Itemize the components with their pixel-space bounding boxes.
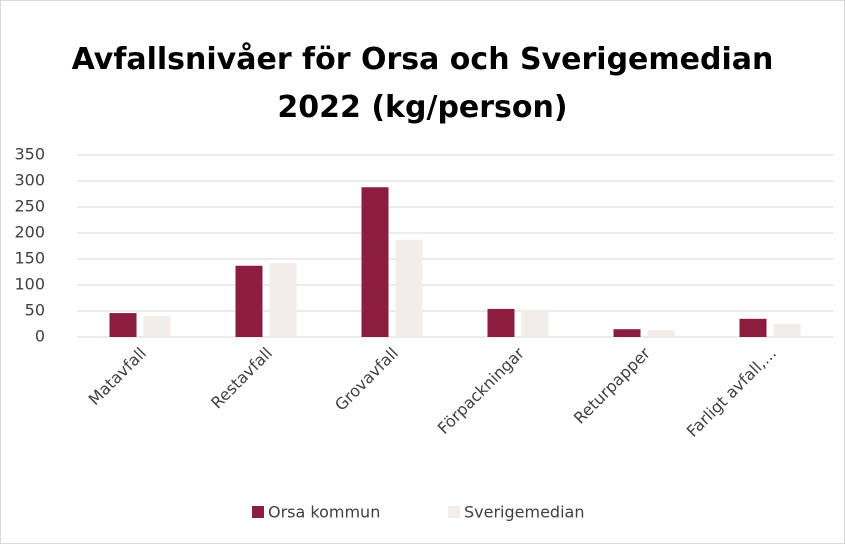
x-tick-label: Grovavfall: [331, 344, 402, 415]
bar: [613, 329, 641, 337]
legend-swatch: [252, 506, 264, 518]
bar: [269, 263, 297, 337]
x-tick-label: Restavfall: [207, 344, 276, 413]
bar: [109, 313, 137, 337]
bar: [739, 318, 767, 337]
bar: [773, 324, 801, 337]
bar: [521, 309, 549, 337]
chart-title: Avfallsnivåer för Orsa och Sverigemedian…: [71, 42, 774, 125]
bar: [395, 239, 423, 337]
bar: [143, 316, 171, 337]
y-tick-label: 150: [14, 249, 45, 268]
y-tick-label: 200: [14, 223, 45, 242]
x-tick-label: Farligt avfall,...: [683, 344, 780, 441]
x-tick-label: Matavfall: [85, 344, 150, 409]
legend-swatch: [448, 506, 460, 518]
bar: [647, 330, 675, 337]
legend-label: Orsa kommun: [268, 503, 380, 522]
x-tick-label: Förpackningar: [434, 343, 529, 438]
x-tick-label: Returpapper: [570, 343, 654, 427]
bar: [487, 308, 515, 337]
y-tick-label: 0: [35, 327, 45, 346]
y-tick-label: 300: [14, 171, 45, 190]
y-tick-label: 350: [14, 145, 45, 164]
bar: [235, 265, 263, 337]
y-tick-label: 100: [14, 275, 45, 294]
legend-label: Sverigemedian: [464, 503, 584, 522]
bar: [361, 187, 389, 337]
y-tick-label: 250: [14, 197, 45, 216]
y-tick-label: 50: [25, 301, 45, 320]
